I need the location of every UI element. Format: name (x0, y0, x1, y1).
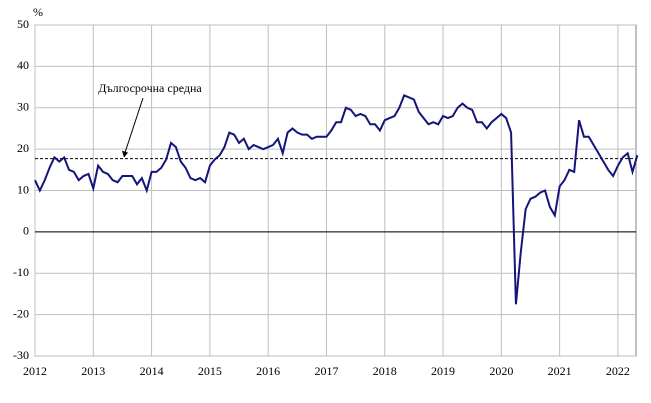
reference-label: Дългосрочна средна (98, 81, 202, 95)
y-tick-label: 40 (17, 58, 29, 72)
y-tick-label: -30 (13, 348, 29, 362)
x-tick-label: 2012 (23, 364, 47, 378)
x-tick-label: 2019 (431, 364, 455, 378)
data-line (34, 94, 639, 305)
y-tick-label: 0 (23, 224, 29, 238)
arrow-head (122, 150, 128, 158)
x-tick-label: 2021 (548, 364, 572, 378)
x-tick-label: 2022 (606, 364, 630, 378)
x-tick-label: 2013 (81, 364, 105, 378)
y-tick-label: 50 (17, 17, 29, 31)
annotation-arrow (123, 97, 144, 156)
y-tick-label: 20 (17, 141, 29, 155)
y-unit: % (33, 5, 43, 19)
y-tick-label: -20 (13, 306, 29, 320)
x-tick-label: 2016 (256, 364, 280, 378)
x-tick-label: 2015 (198, 364, 222, 378)
x-tick-label: 2020 (489, 364, 513, 378)
y-tick-label: -10 (13, 265, 29, 279)
x-tick-label: 2017 (314, 364, 338, 378)
x-tick-label: 2014 (140, 364, 164, 378)
x-tick-label: 2018 (373, 364, 397, 378)
y-tick-label: 10 (17, 182, 29, 196)
y-tick-label: 30 (17, 100, 29, 114)
